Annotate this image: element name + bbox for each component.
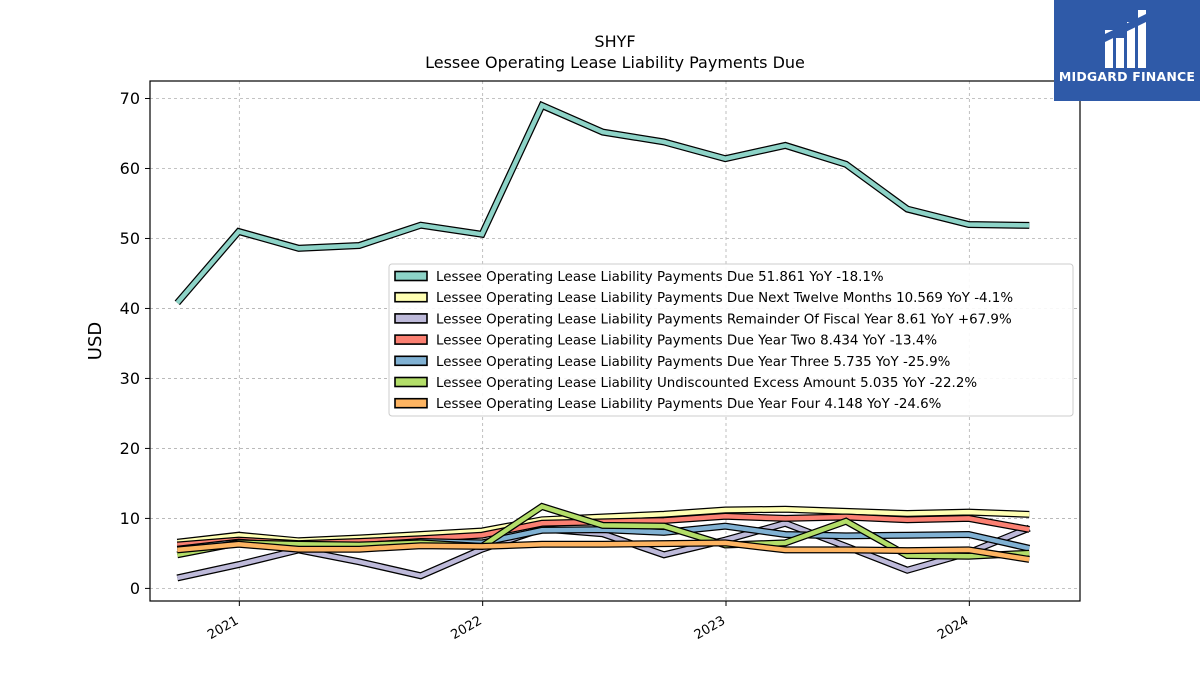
y-tick-label: 50: [120, 229, 140, 248]
y-tick-label: 0: [130, 579, 140, 598]
series-line-1: [175, 102, 1030, 305]
x-tick-label: 2021: [205, 613, 241, 643]
legend-swatch: [394, 270, 428, 282]
legend-entry: Lessee Operating Lease Liability Payment…: [436, 291, 1013, 306]
legend-entry: Lessee Operating Lease Liability Payment…: [436, 312, 1012, 327]
series-line-6: [176, 504, 1030, 559]
x-tick-label: 2023: [692, 613, 728, 643]
legend-box: [388, 263, 1074, 417]
x-tick-label: 2022: [449, 613, 485, 643]
legend-entry: Lessee Operating Lease Liability Payment…: [436, 355, 950, 370]
series-layer: [174, 100, 1031, 582]
y-tick-label: 20: [120, 439, 140, 458]
series-line-3: [176, 520, 1031, 581]
legend-swatch: [394, 397, 428, 409]
y-tick-label: 70: [120, 89, 140, 108]
y-tick-label: 60: [120, 159, 140, 178]
legend-entry: Lessee Operating Lease Liability Undisco…: [436, 376, 977, 391]
series-line-7: [177, 540, 1030, 562]
chart-subtitle: Lessee Operating Lease Liability Payment…: [425, 53, 805, 72]
y-tick-label: 40: [120, 299, 140, 318]
legend-entry: Lessee Operating Lease Liability Payment…: [436, 270, 884, 285]
brand-name: MIDGARD FINANCE: [1058, 69, 1196, 84]
y-axis-label: USD: [85, 322, 106, 360]
legend-swatch: [394, 313, 428, 324]
brand-logo: MIDGARD FINANCE: [1054, 0, 1200, 101]
x-tick-label: 2024: [935, 613, 971, 643]
legend: Lessee Operating Lease Liability Payment…: [388, 263, 1074, 417]
legend-swatch: [394, 376, 428, 388]
y-tick-label: 10: [120, 509, 140, 528]
chart-title: SHYF: [594, 32, 635, 51]
legend-swatch: [394, 355, 428, 367]
legend-swatch: [394, 334, 428, 345]
y-tick-label: 30: [120, 369, 140, 388]
midgard-logo-icon: [1105, 10, 1146, 68]
plot-frame: [149, 80, 1081, 602]
legend-swatch: [394, 291, 428, 303]
legend-entry: Lessee Operating Lease Liability Payment…: [436, 334, 937, 349]
legend-entry: Lessee Operating Lease Liability Payment…: [436, 397, 941, 412]
